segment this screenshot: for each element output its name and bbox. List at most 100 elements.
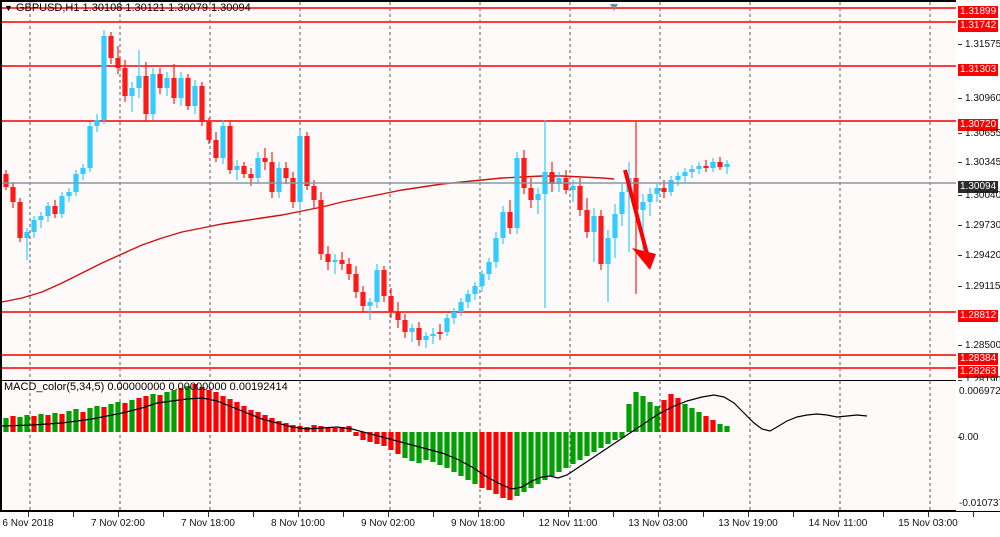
price-level-tag[interactable]: 1.30720 bbox=[958, 119, 999, 131]
triangle-down-icon[interactable]: ▼ bbox=[4, 3, 13, 14]
candlestick bbox=[143, 62, 149, 122]
macd-histogram-bar bbox=[724, 426, 730, 432]
macd-histogram-bar bbox=[129, 400, 135, 432]
macd-histogram-bar bbox=[94, 406, 100, 432]
price-axis-label: 1.28190 bbox=[965, 375, 1000, 386]
candlestick bbox=[360, 286, 366, 312]
candlestick bbox=[262, 148, 268, 170]
price-axis[interactable]: 1.31899 1.31742 1.31575 1.31303 1.30960 1.307… bbox=[956, 0, 1000, 386]
macd-histogram-bar bbox=[178, 388, 184, 432]
macd-histogram-bar bbox=[136, 398, 142, 432]
candle-body bbox=[486, 262, 492, 274]
macd-histogram-bar bbox=[472, 432, 478, 484]
time-axis-tick bbox=[433, 512, 434, 517]
macd-histogram-bar bbox=[353, 432, 359, 436]
macd-histogram-bar bbox=[640, 396, 646, 432]
macd-histogram-bar bbox=[220, 396, 226, 432]
candle-body bbox=[199, 86, 205, 122]
time-axis[interactable]: 6 Nov 2018 7 Nov 02:00 7 Nov 18:00 8 Nov 10… bbox=[0, 511, 1000, 537]
arrow-head bbox=[632, 248, 656, 270]
macd-histogram-bar bbox=[10, 416, 16, 432]
macd-axis[interactable]: 0.006972 0.00 -0.010737 bbox=[956, 381, 1000, 511]
candlestick bbox=[577, 178, 583, 216]
macd-histogram-bar bbox=[318, 426, 324, 432]
candle-body bbox=[262, 158, 268, 162]
candle-body bbox=[367, 302, 373, 306]
candle-body bbox=[395, 312, 401, 320]
time-axis-tick bbox=[658, 512, 659, 517]
candlestick bbox=[150, 68, 156, 120]
candlestick bbox=[493, 232, 499, 268]
macd-histogram-bar bbox=[234, 402, 240, 432]
candle-body bbox=[507, 212, 513, 228]
macd-histogram-bar bbox=[290, 425, 296, 432]
macd-histogram-bar bbox=[549, 432, 555, 476]
candle-body bbox=[66, 192, 72, 196]
price-axis-tick bbox=[958, 225, 962, 226]
macd-histogram-bar bbox=[262, 415, 268, 432]
macd-histogram-bar bbox=[339, 427, 345, 432]
macd-histogram-bar bbox=[241, 406, 247, 432]
candle-body bbox=[101, 36, 107, 120]
macd-histogram-bar bbox=[626, 404, 632, 432]
candlestick bbox=[388, 288, 394, 318]
price-axis-tick bbox=[958, 98, 962, 99]
candlestick bbox=[311, 180, 317, 208]
candlestick bbox=[556, 172, 562, 192]
price-level-tag[interactable]: 1.31742 bbox=[958, 20, 999, 32]
candle-body bbox=[619, 192, 625, 214]
candle-body bbox=[437, 332, 443, 334]
candlestick bbox=[717, 157, 723, 170]
candlestick bbox=[52, 200, 58, 218]
candle-body bbox=[150, 74, 156, 114]
candle-body bbox=[416, 328, 422, 340]
macd-histogram-bar bbox=[24, 415, 30, 432]
macd-histogram-bar bbox=[192, 384, 198, 432]
candle-body bbox=[472, 286, 478, 294]
price-level-tag[interactable]: 1.31899 bbox=[958, 6, 999, 18]
candlestick bbox=[136, 50, 142, 98]
price-chart-pane[interactable] bbox=[0, 0, 958, 383]
time-axis-tick bbox=[928, 512, 929, 517]
price-level-tag[interactable]: 1.28263 bbox=[958, 366, 999, 378]
candle-body bbox=[24, 232, 30, 238]
macd-histogram-bar bbox=[647, 402, 653, 432]
candlestick bbox=[129, 82, 135, 112]
chart-top-marker-icon[interactable] bbox=[610, 4, 618, 11]
time-axis-tick bbox=[478, 512, 479, 517]
price-level-tag[interactable]: 1.28812 bbox=[958, 310, 999, 322]
candlestick bbox=[234, 160, 240, 180]
macd-histogram-bar bbox=[297, 426, 303, 432]
macd-histogram-bar bbox=[563, 432, 569, 468]
price-level-tag[interactable]: 1.31303 bbox=[958, 64, 999, 76]
macd-histogram-bar bbox=[402, 432, 408, 458]
candle-body bbox=[654, 188, 660, 194]
candlestick bbox=[549, 162, 555, 192]
moving-average-line bbox=[1, 175, 615, 303]
down-arrow-annotation[interactable] bbox=[623, 169, 656, 270]
candle-body bbox=[297, 136, 303, 202]
macd-histogram-bar bbox=[150, 394, 156, 432]
macd-histogram-bar bbox=[269, 418, 275, 432]
macd-histogram-bar bbox=[164, 392, 170, 432]
candle-body bbox=[479, 274, 485, 286]
candle-body bbox=[465, 294, 471, 302]
candle-body bbox=[178, 78, 184, 98]
candle-body bbox=[248, 174, 254, 178]
candle-body bbox=[682, 172, 688, 176]
macd-indicator-pane[interactable] bbox=[0, 381, 956, 511]
macd-histogram-bar bbox=[542, 432, 548, 480]
candle-body bbox=[122, 68, 128, 96]
candlestick bbox=[353, 266, 359, 298]
candle-body bbox=[171, 78, 177, 98]
candle-body bbox=[276, 168, 282, 192]
current-price-tag[interactable]: 1.30094 bbox=[958, 181, 999, 193]
candle-body bbox=[591, 216, 597, 232]
macd-histogram-bar bbox=[87, 408, 93, 432]
price-level-tag[interactable]: 1.28384 bbox=[958, 353, 999, 365]
candlestick bbox=[87, 122, 93, 172]
candle-body bbox=[234, 166, 240, 170]
candle-body bbox=[360, 292, 366, 306]
candle-body bbox=[661, 188, 667, 192]
candle-body bbox=[255, 158, 261, 178]
